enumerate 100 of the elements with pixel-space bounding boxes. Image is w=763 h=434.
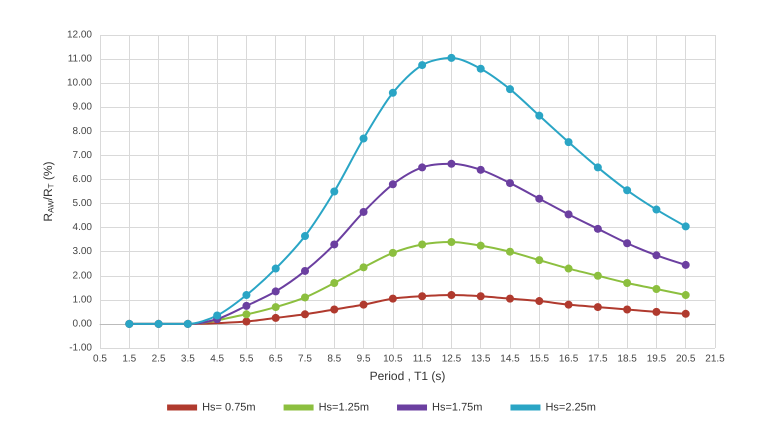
- legend-label: Hs= 0.75m: [202, 402, 256, 414]
- x-tick-label: 17.5: [588, 354, 608, 364]
- point: [272, 303, 280, 312]
- point: [388, 88, 397, 97]
- x-tick-label: 13.5: [470, 354, 491, 364]
- point: [564, 210, 573, 218]
- point: [594, 303, 602, 312]
- point: [301, 266, 309, 275]
- point: [506, 179, 514, 188]
- point: [652, 251, 660, 260]
- x-axis-title: Period , T1 (s): [370, 369, 446, 383]
- x-tick-label: 20.5: [676, 354, 696, 364]
- point: [418, 163, 426, 172]
- point: [301, 293, 309, 302]
- point: [242, 310, 250, 318]
- y-tick-label: 8.00: [72, 126, 92, 137]
- point: [535, 194, 544, 203]
- y-tick-label: 1.00: [72, 294, 92, 306]
- point: [388, 248, 397, 257]
- x-tick-label: 7.5: [298, 354, 312, 364]
- point: [242, 291, 250, 300]
- point: [623, 305, 632, 314]
- x-tick-label: 8.5: [327, 354, 342, 364]
- point: [301, 232, 309, 240]
- x-tick-label: 11.5: [412, 354, 432, 364]
- point: [213, 312, 222, 320]
- point: [388, 294, 397, 303]
- point: [535, 297, 544, 306]
- y-tick-label: 12.00: [66, 30, 92, 40]
- point: [418, 292, 426, 300]
- x-tick-label: 10.5: [383, 354, 404, 364]
- point: [682, 291, 690, 300]
- y-axis-title: RAW/RT (%): [41, 161, 56, 222]
- point: [623, 239, 632, 248]
- point: [360, 134, 368, 143]
- point: [330, 305, 338, 314]
- y-tick-label: 5.00: [72, 198, 92, 210]
- point: [476, 64, 485, 73]
- point: [272, 264, 280, 273]
- point: [476, 242, 485, 250]
- point: [594, 224, 602, 233]
- point: [418, 240, 426, 248]
- point: [652, 308, 660, 316]
- point: [476, 166, 485, 174]
- x-tick-label: 2.5: [152, 354, 166, 364]
- point: [564, 300, 573, 309]
- y-tick-label: 6.00: [72, 174, 92, 185]
- point: [447, 291, 456, 300]
- point: [388, 180, 397, 188]
- point: [447, 54, 456, 62]
- point: [360, 263, 368, 272]
- point: [682, 222, 690, 230]
- point: [682, 260, 690, 269]
- x-tick-label: 5.5: [239, 354, 254, 364]
- y-tick-label: 7.00: [72, 150, 92, 161]
- point: [360, 300, 368, 309]
- y-tick-label: 4.00: [72, 222, 92, 234]
- point: [623, 186, 632, 194]
- point: [272, 287, 280, 296]
- y-tick-label: 9.00: [72, 102, 92, 113]
- point: [594, 272, 602, 280]
- x-tick-label: 1.5: [122, 354, 137, 364]
- legend-label: Hs=1.25m: [318, 402, 370, 414]
- point: [623, 278, 632, 287]
- x-tick-label: 14.5: [500, 354, 520, 364]
- x-tick-label: 3.5: [180, 354, 196, 364]
- point: [418, 61, 426, 70]
- x-tick-label: 0.5: [93, 354, 108, 364]
- y-tick-label: 2.00: [72, 270, 92, 282]
- x-tick-label: 12.5: [442, 354, 462, 364]
- y-tick-label: -1.00: [69, 342, 92, 354]
- x-tick-label: 9.5: [356, 354, 371, 364]
- point: [564, 264, 573, 273]
- x-tick-label: 18.5: [617, 354, 638, 364]
- point: [535, 112, 544, 120]
- legend-label: Hs=2.25m: [545, 402, 596, 414]
- point: [330, 240, 338, 248]
- point: [476, 292, 485, 300]
- x-tick-label: 16.5: [558, 354, 579, 364]
- point: [506, 248, 514, 256]
- point: [682, 310, 690, 318]
- point: [535, 256, 544, 264]
- point: [330, 278, 338, 287]
- legend-label: Hs=1.75m: [432, 402, 482, 414]
- point: [506, 85, 514, 94]
- point: [272, 314, 280, 322]
- point: [242, 302, 250, 310]
- point: [564, 138, 573, 146]
- point: [330, 188, 338, 196]
- point: [360, 208, 368, 216]
- point: [506, 294, 514, 303]
- point: [447, 238, 456, 246]
- x-tick-label: 19.5: [646, 354, 667, 364]
- point: [652, 206, 660, 214]
- y-tick-label: 0.00: [72, 318, 92, 330]
- x-tick-label: 21.5: [705, 354, 726, 364]
- x-tick-label: 6.5: [268, 354, 284, 364]
- y-tick-label: 3.00: [72, 246, 92, 258]
- point: [652, 285, 660, 294]
- point: [242, 318, 250, 326]
